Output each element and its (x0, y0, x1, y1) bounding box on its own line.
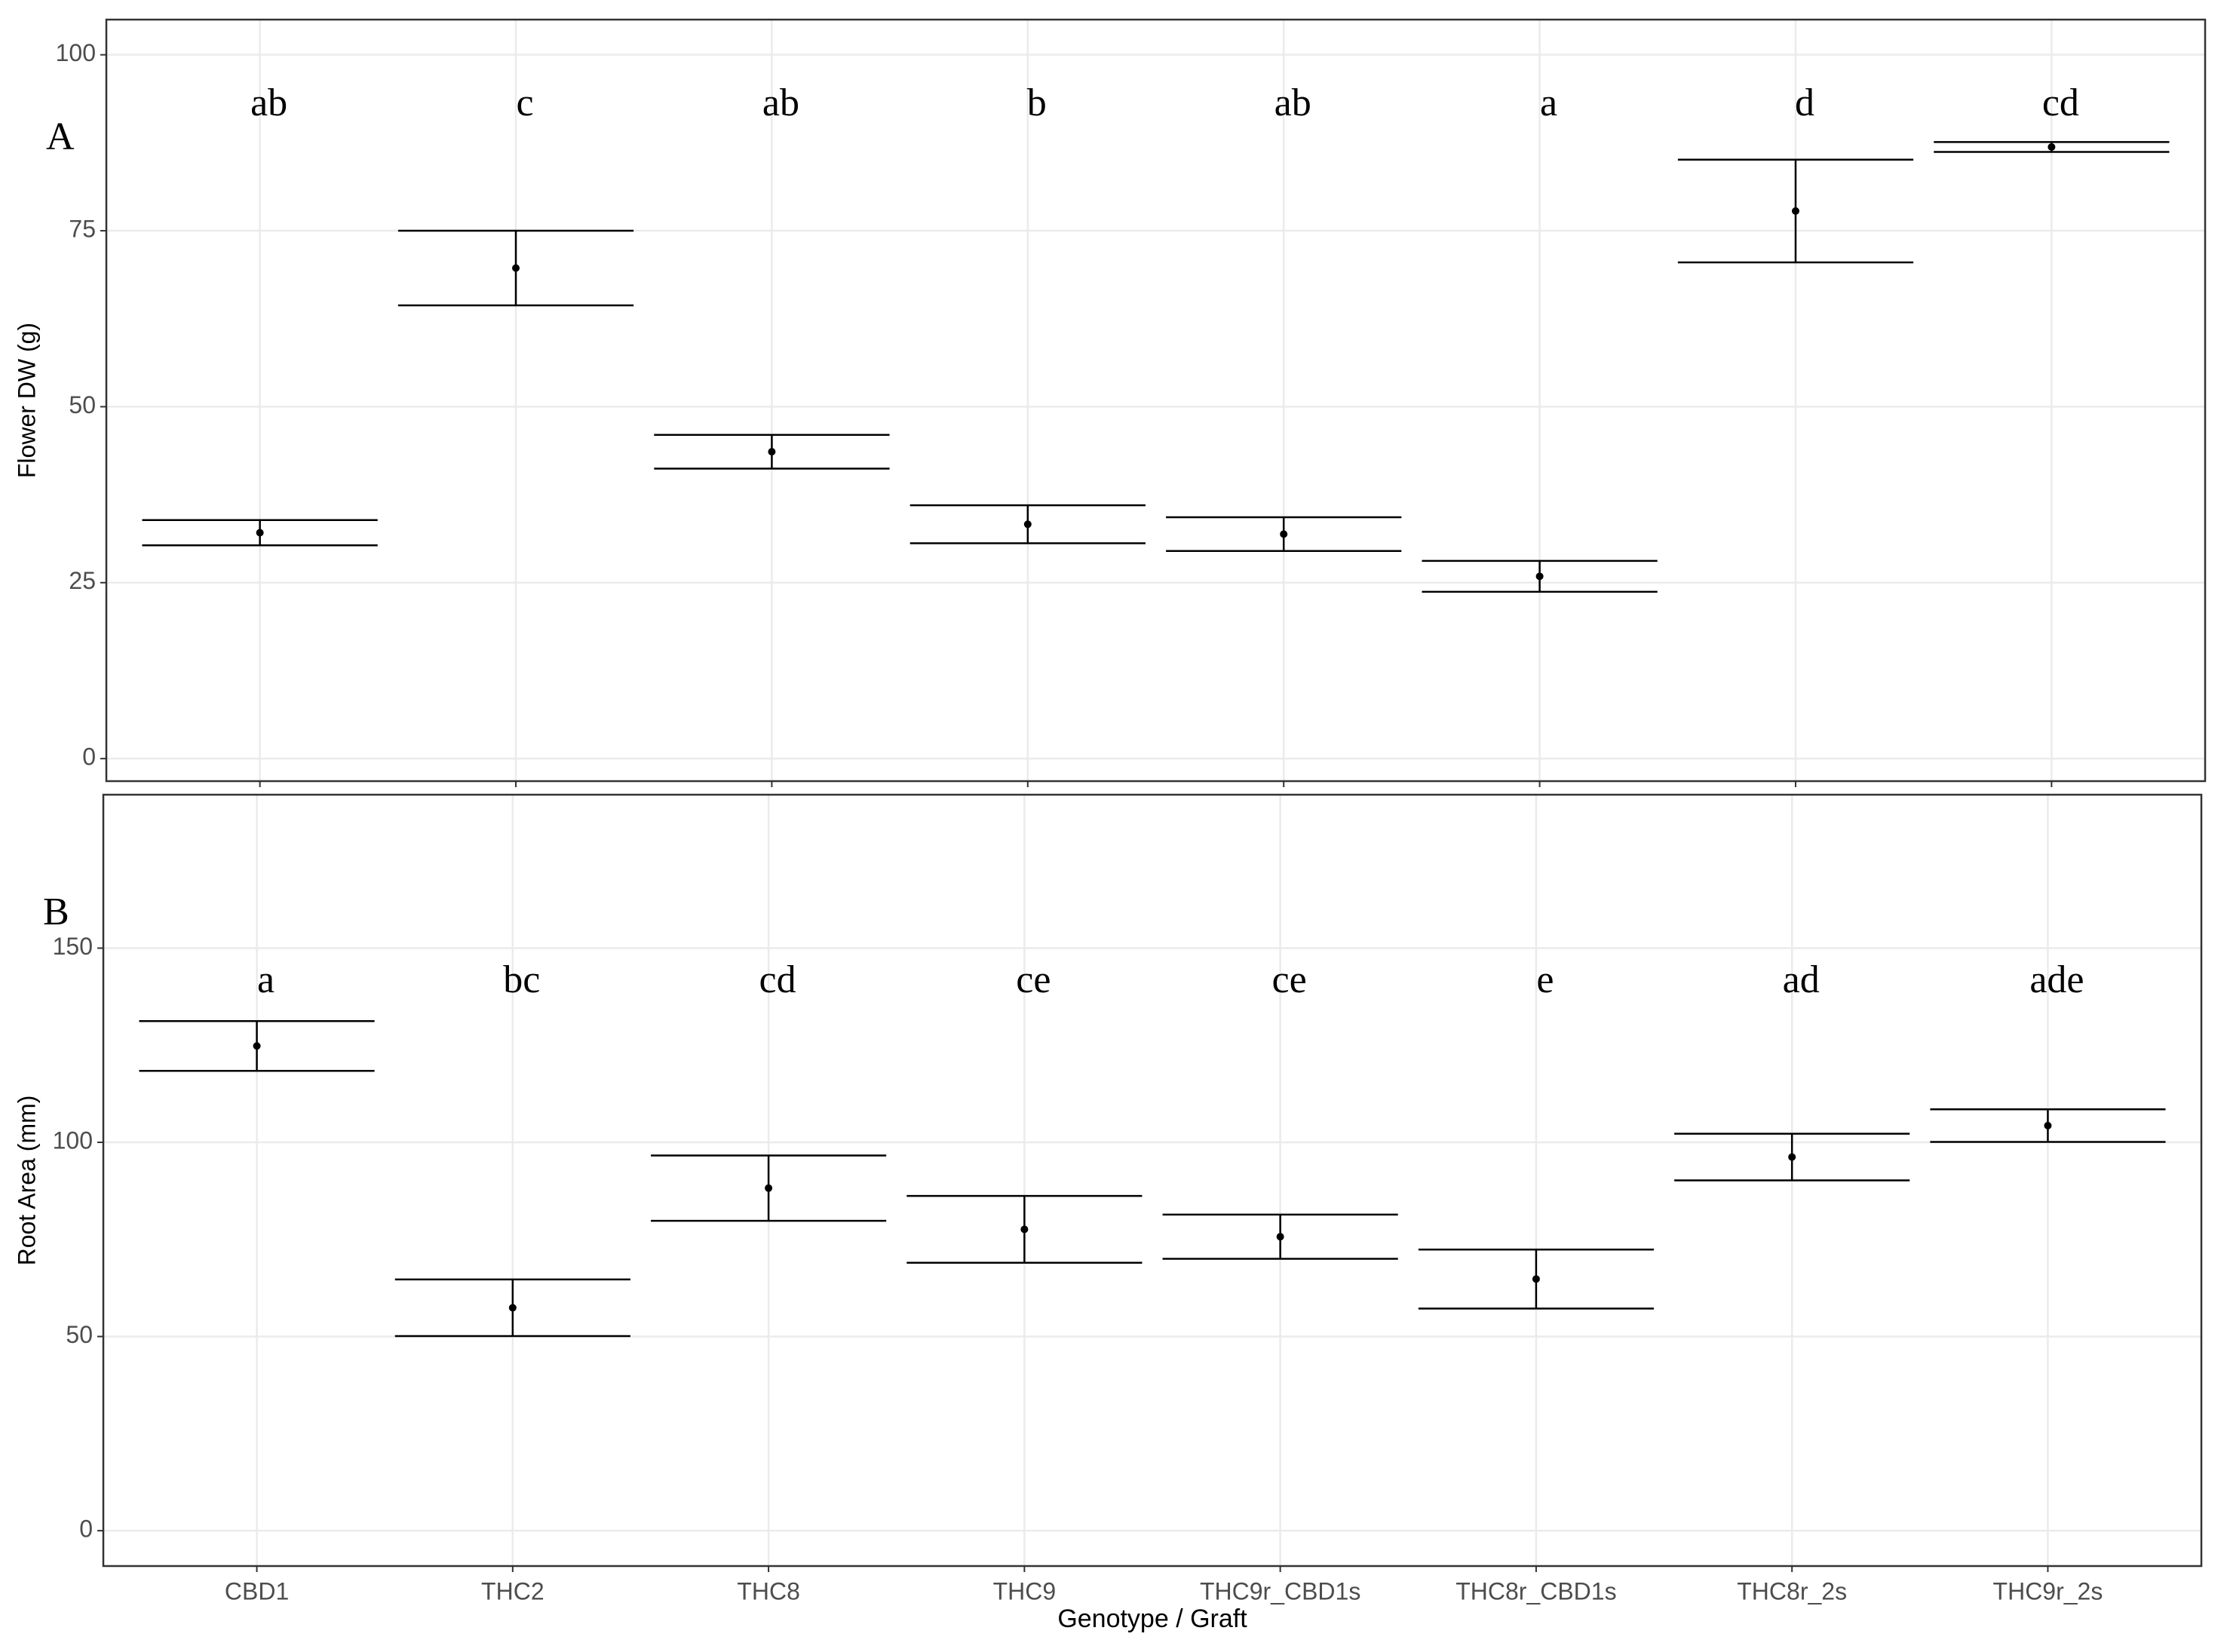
x-tick-label: THC8r_2s (1737, 1577, 1847, 1604)
x-axis-title: Genotype / Graft (1057, 1604, 1247, 1633)
panel-border (102, 793, 2203, 1568)
significance-letter: ade (2029, 958, 2084, 1001)
significance-letter: ab (250, 81, 287, 124)
mean-point (1280, 530, 1288, 538)
mean-point (1791, 207, 1799, 215)
mean-point (2048, 143, 2056, 151)
mean-point (256, 529, 264, 537)
significance-letter: e (1536, 958, 1554, 1001)
y-tick-label: 0 (82, 743, 96, 771)
x-tick-label: THC9 (993, 1577, 1057, 1604)
mean-point (1788, 1153, 1796, 1161)
y-tick-label: 100 (53, 1126, 93, 1154)
significance-letter: a (1540, 81, 1557, 124)
y-tick-label: 150 (53, 933, 93, 960)
panel-border (105, 18, 2207, 783)
mean-point (1276, 1233, 1284, 1241)
x-tick-label: CBD1 (225, 1577, 289, 1604)
significance-letter: ce (1016, 958, 1051, 1001)
x-tick-label: THC8 (737, 1577, 800, 1604)
mean-point (1532, 1275, 1540, 1283)
y-tick-label: 25 (69, 567, 96, 594)
mean-point (1020, 1225, 1029, 1234)
mean-point (1535, 572, 1544, 581)
mean-point (765, 1184, 773, 1192)
mean-point (508, 1304, 517, 1312)
panel-label: B (43, 890, 69, 933)
x-tick-label: THC8r_CBD1s (1456, 1577, 1616, 1604)
significance-letter: ce (1272, 958, 1307, 1001)
y-tick-label: 50 (66, 1321, 93, 1348)
mean-point (2044, 1121, 2052, 1129)
significance-letter: ab (1275, 81, 1311, 124)
y-tick-label: 0 (79, 1516, 93, 1543)
mean-point (768, 448, 776, 456)
y-tick-label: 50 (69, 391, 96, 418)
significance-letter: cd (2042, 81, 2079, 124)
y-tick-label: 100 (56, 39, 96, 66)
mean-point (1023, 520, 1032, 529)
y-tick-label: 75 (69, 215, 96, 242)
significance-letter: bc (503, 958, 540, 1001)
significance-letter: ad (1783, 958, 1820, 1001)
y-axis-title: Root Area (mm) (13, 1096, 40, 1266)
x-tick-label: THC2 (481, 1577, 544, 1604)
significance-letter: cd (759, 958, 796, 1001)
significance-letter: b (1027, 81, 1047, 124)
significance-letter: ab (762, 81, 799, 124)
x-tick-label: THC9r_CBD1s (1200, 1577, 1360, 1604)
x-tick-label: THC9r_2s (1993, 1577, 2103, 1604)
y-axis-title: Flower DW (g) (13, 323, 40, 478)
mean-point (512, 264, 520, 272)
panel-label: A (46, 115, 75, 158)
significance-letter: d (1795, 81, 1814, 124)
significance-letter: c (516, 81, 533, 124)
significance-letter: a (257, 958, 275, 1001)
mean-point (253, 1042, 261, 1050)
